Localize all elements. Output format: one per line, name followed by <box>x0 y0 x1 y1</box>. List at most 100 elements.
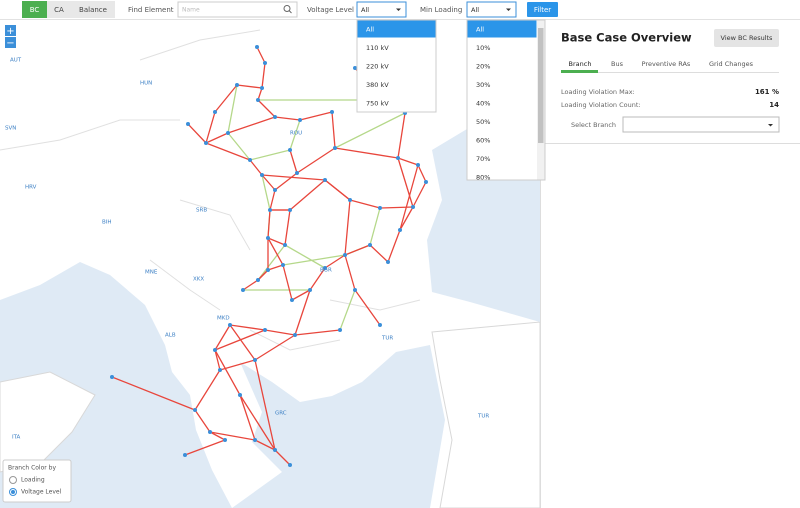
bus[interactable] <box>204 141 208 145</box>
bus[interactable] <box>213 110 217 114</box>
panel-tab[interactable]: Branch <box>569 60 592 68</box>
bus[interactable] <box>213 348 217 352</box>
bus[interactable] <box>193 408 197 412</box>
bus[interactable] <box>338 328 342 332</box>
bus[interactable] <box>273 115 277 119</box>
bus[interactable] <box>263 61 267 65</box>
bus[interactable] <box>283 243 287 247</box>
country-label: TUR <box>381 336 393 342</box>
dropdown-option[interactable]: 30% <box>476 81 490 89</box>
loading-select[interactable] <box>466 1 517 18</box>
dropdown-option[interactable]: 220 kV <box>366 63 389 71</box>
branch-380kv <box>294 329 341 336</box>
dropdown-option[interactable]: 20% <box>476 63 490 71</box>
bus[interactable] <box>293 333 297 337</box>
bus[interactable] <box>208 430 212 434</box>
dropdown-option[interactable]: 50% <box>476 118 490 126</box>
bus[interactable] <box>323 178 327 182</box>
bus[interactable] <box>330 110 334 114</box>
bus[interactable] <box>348 198 352 202</box>
dropdown-option[interactable]: 110 kV <box>366 44 389 52</box>
option-highlight <box>467 20 537 38</box>
bus[interactable] <box>266 236 270 240</box>
bus[interactable] <box>298 118 302 122</box>
bus[interactable] <box>343 253 347 257</box>
bus[interactable] <box>255 45 259 49</box>
bus[interactable] <box>273 448 277 452</box>
stat-value: 161 % <box>755 88 779 96</box>
zoom-out[interactable] <box>5 37 16 48</box>
bus[interactable] <box>273 188 277 192</box>
country-label: MNE <box>145 270 158 276</box>
panel-tab[interactable]: Preventive RAs <box>642 60 691 68</box>
field-label: Select Branch <box>571 121 616 129</box>
bus[interactable] <box>183 453 187 457</box>
radio[interactable] <box>9 476 17 484</box>
country-label: TUR <box>477 414 489 420</box>
scrollbar-thumb[interactable] <box>538 28 544 143</box>
bus[interactable] <box>253 358 257 362</box>
bus[interactable] <box>228 323 232 327</box>
dropdown-option[interactable]: 70% <box>476 155 490 163</box>
bus[interactable] <box>253 438 257 442</box>
tab[interactable] <box>71 1 115 18</box>
search-input[interactable] <box>177 1 298 18</box>
bus[interactable] <box>260 173 264 177</box>
panel-tab[interactable]: Grid Changes <box>709 60 754 68</box>
dropdown-option[interactable]: 750 kV <box>366 100 389 108</box>
bus[interactable] <box>281 263 285 267</box>
panel-tab[interactable]: Bus <box>611 60 624 68</box>
branch-select[interactable] <box>622 116 780 133</box>
tab[interactable] <box>47 1 71 18</box>
bus[interactable] <box>411 205 415 209</box>
bus[interactable] <box>323 266 327 270</box>
bus[interactable] <box>110 375 114 379</box>
bus[interactable] <box>295 171 299 175</box>
voltage-select[interactable] <box>356 1 407 18</box>
bus[interactable] <box>416 163 420 167</box>
bus[interactable] <box>235 83 239 87</box>
bus[interactable] <box>268 208 272 212</box>
bus[interactable] <box>424 180 428 184</box>
bus[interactable] <box>256 98 260 102</box>
bus[interactable] <box>333 146 337 150</box>
dropdown-option[interactable]: All <box>476 26 484 34</box>
bus[interactable] <box>353 288 357 292</box>
bus[interactable] <box>288 463 292 467</box>
dropdown-option[interactable]: 10% <box>476 44 490 52</box>
dropdown-option[interactable]: All <box>366 26 374 34</box>
bus[interactable] <box>378 206 382 210</box>
bus[interactable] <box>290 298 294 302</box>
legend <box>2 459 72 503</box>
bus[interactable] <box>260 86 264 90</box>
bus[interactable] <box>263 328 267 332</box>
bus[interactable] <box>386 260 390 264</box>
dropdown-option[interactable]: 80% <box>476 174 490 182</box>
bus[interactable] <box>226 131 230 135</box>
dropdown-option[interactable]: 60% <box>476 137 490 145</box>
dropdown-option[interactable]: 380 kV <box>366 81 389 89</box>
zoom-in[interactable] <box>5 25 16 36</box>
country-label: ITA <box>12 435 21 441</box>
country-label: MKD <box>217 316 230 322</box>
bus[interactable] <box>241 288 245 292</box>
tab[interactable] <box>22 1 47 18</box>
filter-button[interactable] <box>527 2 558 17</box>
bus[interactable] <box>368 243 372 247</box>
bus[interactable] <box>353 66 357 70</box>
bus[interactable] <box>396 156 400 160</box>
bus[interactable] <box>223 438 227 442</box>
bus[interactable] <box>248 158 252 162</box>
bus[interactable] <box>378 323 382 327</box>
bus[interactable] <box>288 208 292 212</box>
bus[interactable] <box>398 228 402 232</box>
dropdown-option[interactable]: 40% <box>476 100 490 108</box>
bus[interactable] <box>288 148 292 152</box>
bus[interactable] <box>186 122 190 126</box>
bus[interactable] <box>238 393 242 397</box>
bus[interactable] <box>218 368 222 372</box>
bus[interactable] <box>266 268 270 272</box>
bus[interactable] <box>256 278 260 282</box>
bus[interactable] <box>308 288 312 292</box>
view-results-button[interactable] <box>714 29 779 47</box>
